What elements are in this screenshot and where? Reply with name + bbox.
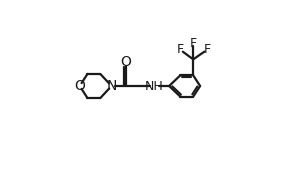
Text: NH: NH bbox=[145, 79, 164, 93]
Text: O: O bbox=[74, 79, 85, 93]
Text: F: F bbox=[203, 43, 211, 56]
Text: O: O bbox=[121, 55, 132, 69]
Text: N: N bbox=[106, 79, 117, 93]
Text: F: F bbox=[177, 43, 184, 56]
Text: F: F bbox=[190, 37, 197, 50]
